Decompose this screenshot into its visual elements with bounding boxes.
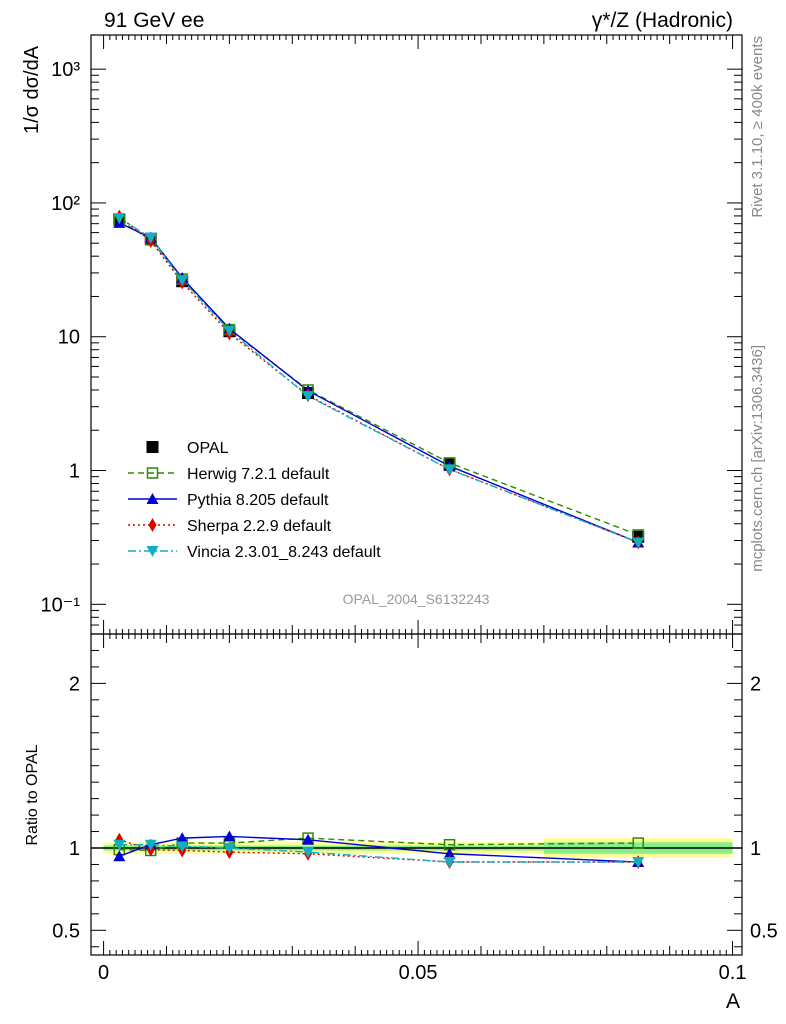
legend-label-opal: OPAL	[187, 440, 229, 457]
legend-label-pythia: Pythia 8.205 default	[187, 492, 329, 509]
data-point-vincia	[302, 391, 314, 403]
ratio-y-tick-label: 1	[69, 838, 80, 860]
ratio-y-tick-label-right: 2	[750, 673, 761, 695]
legend-marker-opal	[146, 441, 159, 453]
ratio-point-vincia	[302, 847, 314, 859]
legend-marker-herwig	[146, 467, 159, 479]
mcplots-label: mcplots.cern.ch [arXiv:1306.3436]	[749, 345, 766, 572]
ratio-uncertainty-bands	[91, 838, 742, 858]
ratio-point-vincia	[223, 843, 236, 854]
ratio-point-herwig	[632, 837, 644, 849]
main-series	[113, 209, 645, 550]
ratio-y-tick-label-right: 1	[750, 838, 761, 860]
main-y-axis-label: 1/σ dσ/dA	[21, 45, 43, 134]
x-axis-label: A	[726, 990, 740, 1013]
ratio-series	[113, 830, 645, 869]
axes: 0 0.05 0.1 10⁻¹ 1 10 10² 10³ 0.5 0.5 1 1 2 2	[41, 34, 778, 984]
ratio-plot-frame	[90, 633, 743, 956]
data-point-vincia	[144, 232, 157, 244]
series-line-herwig	[118, 219, 639, 536]
x-tick-label: 0	[98, 962, 109, 984]
data-point-vincia	[632, 537, 645, 549]
ratio-point-vincia	[443, 856, 456, 868]
data-point-vincia	[443, 464, 456, 476]
legend-label-vincia: Vincia 2.3.01_8.243 default	[187, 544, 381, 561]
ratio-point-pythia	[302, 833, 314, 845]
y-tick-label: 10⁻¹	[41, 594, 81, 616]
y-tick-label: 10³	[51, 59, 80, 81]
legend-label-herwig: Herwig 7.2.1 default	[187, 466, 330, 483]
x-tick-label: 0.1	[719, 962, 747, 984]
ratio-y-tick-label-right: 0.5	[750, 920, 778, 942]
header-right-title: γ*/Z (Hadronic)	[592, 9, 733, 32]
rivet-version-label: Rivet 3.1.10, ≥ 400k events	[749, 36, 766, 218]
analysis-id-label: OPAL_2004_S6132243	[343, 591, 490, 607]
ratio-point-vincia	[176, 841, 189, 853]
ratio-point-pythia	[113, 850, 126, 862]
ratio-point-pythia	[443, 847, 456, 859]
legend: OPAL Herwig 7.2.1 default Pythia 8.205 def…	[128, 440, 381, 561]
ratio-y-axis-label: Ratio to OPAL	[24, 744, 41, 845]
ratio-point-pythia	[223, 830, 236, 842]
data-point-vincia	[113, 213, 126, 225]
data-point-vincia	[176, 275, 189, 287]
header-left-title: 91 GeV ee	[104, 9, 204, 32]
y-tick-label: 10²	[51, 193, 80, 215]
ratio-point-vincia	[113, 839, 126, 851]
ratio-point-pythia	[176, 832, 189, 844]
legend-marker-vincia	[146, 546, 159, 557]
legend-marker-sherpa	[148, 518, 157, 532]
legend-label-sherpa: Sherpa 2.2.9 default	[187, 518, 332, 535]
ratio-point-vincia	[632, 856, 645, 868]
y-tick-label: 1	[69, 461, 80, 483]
x-tick-label: 0.05	[399, 962, 438, 984]
ratio-y-tick-label: 0.5	[52, 920, 80, 942]
ratio-y-tick-label: 2	[69, 673, 80, 695]
legend-marker-pythia	[146, 493, 159, 504]
data-point-vincia	[223, 325, 236, 337]
ratio-point-vincia	[144, 839, 157, 851]
y-tick-label: 10	[58, 327, 80, 349]
